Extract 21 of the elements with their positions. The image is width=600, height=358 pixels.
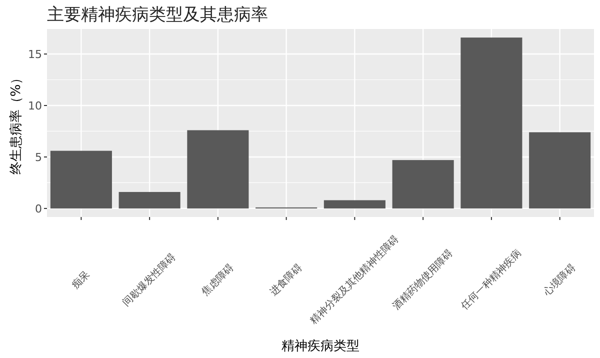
bar [392, 160, 454, 208]
x-axis-title: 精神疾病类型 [282, 339, 360, 354]
y-tick-label: 15 [28, 48, 42, 62]
x-tick-label: 进食障碍 [268, 261, 305, 298]
y-axis-title: 终生患病率（%） [8, 71, 24, 175]
y-tick-label: 10 [28, 99, 42, 112]
x-tick-label: 焦虑障碍 [199, 261, 236, 298]
x-tick-label: 心境障碍 [540, 261, 578, 299]
bar [529, 132, 591, 208]
bar [118, 192, 180, 208]
y-tick-label: 0 [35, 202, 42, 216]
x-tick-label: 任何一种精神疾病 [458, 247, 524, 314]
y-tick-label: 5 [35, 150, 42, 164]
x-tick-label: 酒精药物使用障碍 [390, 247, 456, 312]
bar [50, 150, 112, 208]
bar [324, 200, 386, 208]
chart-title: 主要精神疾病类型及其患病率 [47, 5, 268, 25]
bar [187, 130, 249, 208]
bar [460, 38, 522, 208]
x-tick-label: 间歇爆发性障碍 [120, 250, 178, 309]
x-tick-label: 痴呆 [70, 268, 92, 292]
